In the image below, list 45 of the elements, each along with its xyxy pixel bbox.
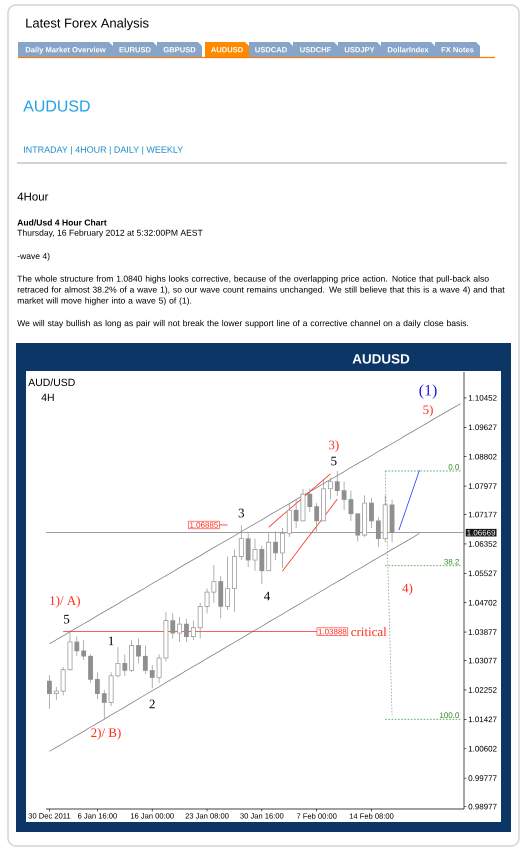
candlestick [390, 499, 394, 543]
text: INTRADAY | 4HOUR | DAILY | WEEKLY [24, 146, 183, 155]
text: -wave 4) [18, 252, 50, 261]
chart-title: Aud/Usd 4 Hour Chart [17, 219, 107, 226]
candlestick [225, 556, 230, 610]
annotation: 4 [264, 592, 270, 600]
candlestick [280, 528, 285, 568]
text: AUDUSD [23, 100, 90, 112]
candlestick [369, 497, 374, 528]
candlestick [348, 490, 354, 522]
text: 4Hour [17, 192, 48, 201]
text: We will stay bullish as long as pair will not break the lower support line of a corrective channel on a daily close basis. [17, 320, 468, 328]
candlestick [47, 674, 52, 710]
annotation: 1)/ A) [50, 596, 80, 608]
annotation: 5 [64, 614, 70, 624]
candlestick [164, 612, 168, 662]
annotation: 2 [150, 700, 155, 708]
candlestick [108, 672, 114, 706]
text: The whole structure from 1.0840 highs looks corrective, because of the overlapping price action. Notice that pull-back also retraced for almost 38.2% of a wave 1), so our wave count remains unchanged. We still believe that this is a wave 4) and that market will move higher into a wave 5) of (1). [17, 275, 505, 306]
candlestick [184, 618, 189, 642]
candlestick [232, 549, 237, 612]
candlestick [252, 538, 258, 572]
candlestick [68, 632, 72, 670]
annotation: 1 [109, 636, 114, 646]
candlestick [88, 654, 93, 684]
annotation: 4) [402, 583, 412, 596]
annotation: 4H [41, 394, 54, 401]
text: AUDUSD [352, 354, 410, 364]
annotation: (1) [419, 384, 437, 399]
annotation: 5 [331, 456, 337, 466]
annotation: 3 [238, 508, 244, 518]
chart-subtitle: Thursday, 16 February 2012 at 5:32:00PM AEST [17, 229, 203, 238]
candlestick [211, 564, 216, 604]
candlestick [156, 654, 162, 684]
candlestick [204, 588, 210, 614]
annotation: 2)/ B) [91, 728, 121, 740]
annotation: 3) [329, 440, 339, 452]
text: Latest Forex Analysis [26, 18, 149, 30]
annotation: critical [351, 627, 386, 636]
candlestick [116, 646, 120, 678]
candlestick [136, 638, 141, 664]
annotation: AUD/USD [28, 378, 75, 386]
candlestick [273, 531, 278, 560]
candlestick [342, 481, 346, 511]
annotation: 5) [423, 404, 433, 417]
